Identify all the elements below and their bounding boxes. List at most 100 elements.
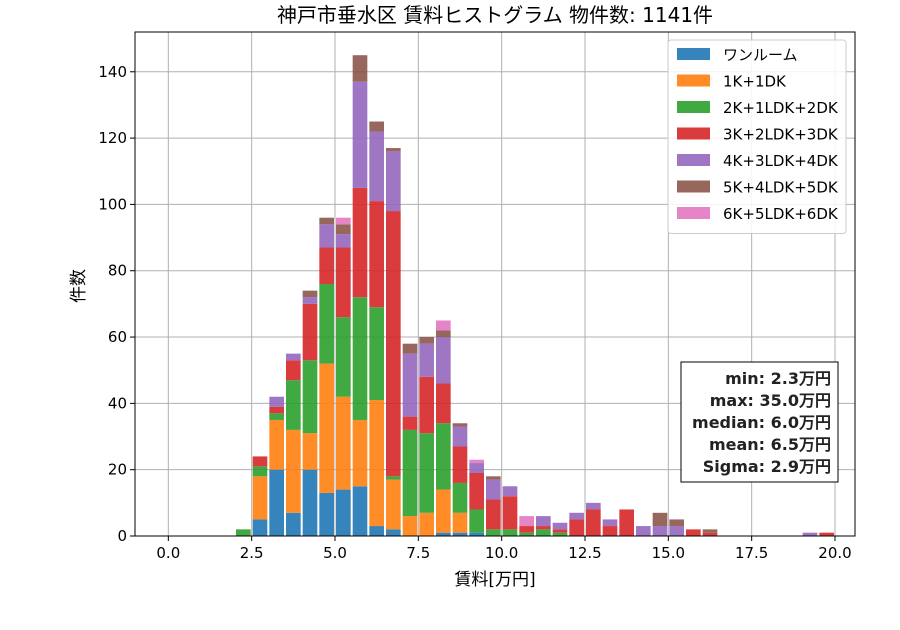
chart-title: 神戸市垂水区 賃料ヒストグラム 物件数: 1141件 [277, 3, 713, 27]
histogram-bar [419, 337, 434, 344]
legend: ワンルーム 1K+1DK 2K+1LDK+2DK 3K+2LDK+3DK 4K+3LDK… [667, 39, 847, 234]
histogram-bar [669, 526, 684, 536]
x-tick-label: 10.0 [485, 544, 518, 562]
histogram-bar [419, 376, 434, 434]
histogram-bar [469, 532, 484, 536]
histogram-bar [436, 489, 451, 533]
histogram-bar [252, 466, 268, 477]
histogram-bar [486, 479, 501, 500]
histogram-bar [336, 396, 351, 490]
y-axis-ticks: 0 20 40 60 80 100 120 140 [98, 63, 135, 545]
histogram-bar [602, 519, 618, 527]
histogram-bar [452, 482, 468, 513]
histogram-bar [702, 532, 718, 536]
histogram-bar [436, 330, 451, 338]
histogram-bar [319, 284, 334, 364]
stats-line: max: 35.0万円 [710, 391, 831, 410]
histogram-bar [286, 353, 301, 361]
histogram-bar [452, 423, 468, 427]
legend-swatch [677, 207, 710, 219]
histogram-bar [352, 187, 368, 298]
histogram-bar [436, 383, 451, 424]
legend-label: 5K+4LDK+5DK [723, 179, 839, 197]
histogram-bar [402, 416, 418, 430]
histogram-bar [469, 509, 484, 533]
legend-swatch [677, 180, 710, 193]
histogram-bar [319, 217, 334, 225]
y-tick-label: 40 [108, 394, 127, 412]
legend-label: ワンルーム [723, 46, 798, 64]
histogram-bar [352, 419, 368, 487]
histogram-bar [302, 297, 318, 304]
x-axis-ticks: 0.0 2.5 5.0 7.5 10.0 12.5 15.0 17.5 20.0 [156, 536, 852, 562]
histogram-bar [502, 496, 518, 530]
x-tick-label: 2.5 [240, 544, 264, 562]
histogram-bar [236, 529, 251, 536]
histogram-bar [502, 486, 518, 497]
histogram-bar [336, 317, 351, 397]
histogram-bar [269, 396, 284, 407]
histogram-bar [369, 526, 384, 536]
histogram-bar [486, 476, 501, 480]
histogram-bar [286, 380, 301, 430]
legend-label: 1K+1DK [723, 73, 787, 91]
histogram-bar [652, 526, 668, 536]
y-tick-label: 140 [98, 63, 127, 81]
histogram-bar [319, 492, 334, 536]
y-tick-label: 0 [117, 527, 127, 545]
histogram-bar [402, 429, 418, 517]
histogram-bar [336, 489, 351, 536]
histogram-bar [319, 363, 334, 493]
histogram-bar [419, 343, 434, 377]
histogram-bar [369, 121, 384, 132]
histogram-bar [552, 529, 568, 533]
x-tick-label: 15.0 [652, 544, 685, 562]
legend-swatch [677, 74, 710, 87]
histogram-bar [436, 337, 451, 384]
y-tick-label: 80 [108, 262, 127, 280]
histogram-bar [519, 526, 534, 533]
histogram-bar [369, 131, 384, 202]
histogram-bar [519, 516, 534, 527]
histogram-bar [252, 456, 268, 467]
histogram-bar [636, 526, 651, 536]
histogram-bar [269, 469, 284, 536]
histogram-bar [336, 234, 351, 248]
legend-swatch [677, 101, 710, 113]
histogram-bar [469, 459, 484, 464]
x-tick-label: 17.5 [735, 544, 768, 562]
histogram-bar [436, 423, 451, 490]
histogram-bar [619, 509, 634, 536]
histogram-bar [386, 529, 401, 536]
histogram-bar [286, 429, 301, 513]
legend-label: 3K+2LDK+3DK [723, 126, 839, 144]
histogram-bar [536, 526, 551, 530]
histogram-bar [552, 522, 568, 530]
histogram-bar [286, 512, 301, 536]
histogram-bar [402, 516, 418, 536]
histogram-bar [552, 532, 568, 536]
x-tick-label: 0.0 [156, 544, 180, 562]
histogram-bar [402, 343, 418, 354]
histogram-bar [486, 529, 501, 536]
histogram-bar [436, 532, 451, 536]
histogram-bar [336, 247, 351, 318]
histogram-bar [336, 224, 351, 235]
histogram-bar [252, 476, 268, 520]
legend-swatch [677, 48, 710, 60]
histogram-bar [402, 353, 418, 417]
y-tick-label: 120 [98, 129, 127, 147]
histogram-bar [386, 151, 401, 212]
stats-line: mean: 6.5万円 [709, 435, 831, 454]
histogram-bar [352, 486, 368, 536]
histogram-bar [352, 297, 368, 420]
histogram-bar [336, 217, 351, 225]
histogram-bar [452, 426, 468, 447]
histogram-bar [686, 529, 701, 536]
y-tick-label: 20 [108, 461, 127, 479]
x-tick-label: 12.5 [568, 544, 601, 562]
x-tick-label: 20.0 [818, 544, 851, 562]
histogram-bar [819, 532, 834, 536]
y-tick-label: 60 [108, 328, 127, 346]
x-tick-label: 7.5 [406, 544, 430, 562]
